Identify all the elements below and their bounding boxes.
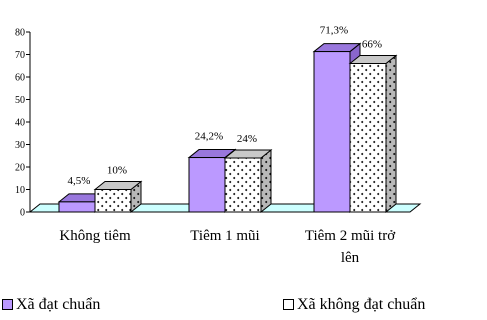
label-layer: 4,5% 10% Không tiêm 24,2% 24% Tiêm 1 mũi 71,3%…: [59, 25, 396, 266]
legend-swatch-series-2: [283, 299, 294, 310]
x-category-label: lên: [341, 250, 360, 266]
x-category-label: Không tiêm: [59, 228, 131, 244]
y-tick-label: 50: [15, 95, 25, 106]
data-label-2-1: 10%: [107, 165, 127, 177]
data-label-1-3: 71,3%: [320, 25, 348, 37]
legend-item-series-1: Xã đạt chuẩn: [2, 296, 100, 314]
y-tick-label: 10: [15, 185, 25, 196]
x-category-label: Tiêm 1 mũi: [190, 228, 259, 244]
y-tick-label: 40: [15, 118, 25, 129]
bar-2-2: [223, 148, 273, 214]
y-tick-label: 0: [20, 208, 25, 219]
legend-swatch-series-1: [2, 299, 13, 310]
data-label-2-2: 24%: [237, 133, 257, 145]
bar-2-1: [93, 180, 143, 214]
y-tick-label: 80: [15, 28, 25, 39]
legend-label-series-2: Xã không đạt chuẩn: [297, 296, 426, 313]
y-tick-label: 30: [15, 140, 25, 151]
y-tick-label: 70: [15, 50, 25, 61]
legend-label-series-1: Xã đạt chuẩn: [16, 296, 101, 313]
x-category-label: Tiêm 2 mũi trở: [305, 228, 396, 244]
legend-item-series-2: Xã không đạt chuẩn: [283, 296, 425, 314]
bar-2-3: [348, 54, 398, 214]
y-tick-label: 60: [15, 73, 25, 84]
bar-layer: [57, 42, 398, 214]
data-label-2-3: 66%: [362, 39, 382, 51]
data-label-1-1: 4,5%: [68, 175, 91, 187]
data-label-1-2: 24,2%: [195, 131, 223, 143]
y-tick-label: 20: [15, 163, 25, 174]
